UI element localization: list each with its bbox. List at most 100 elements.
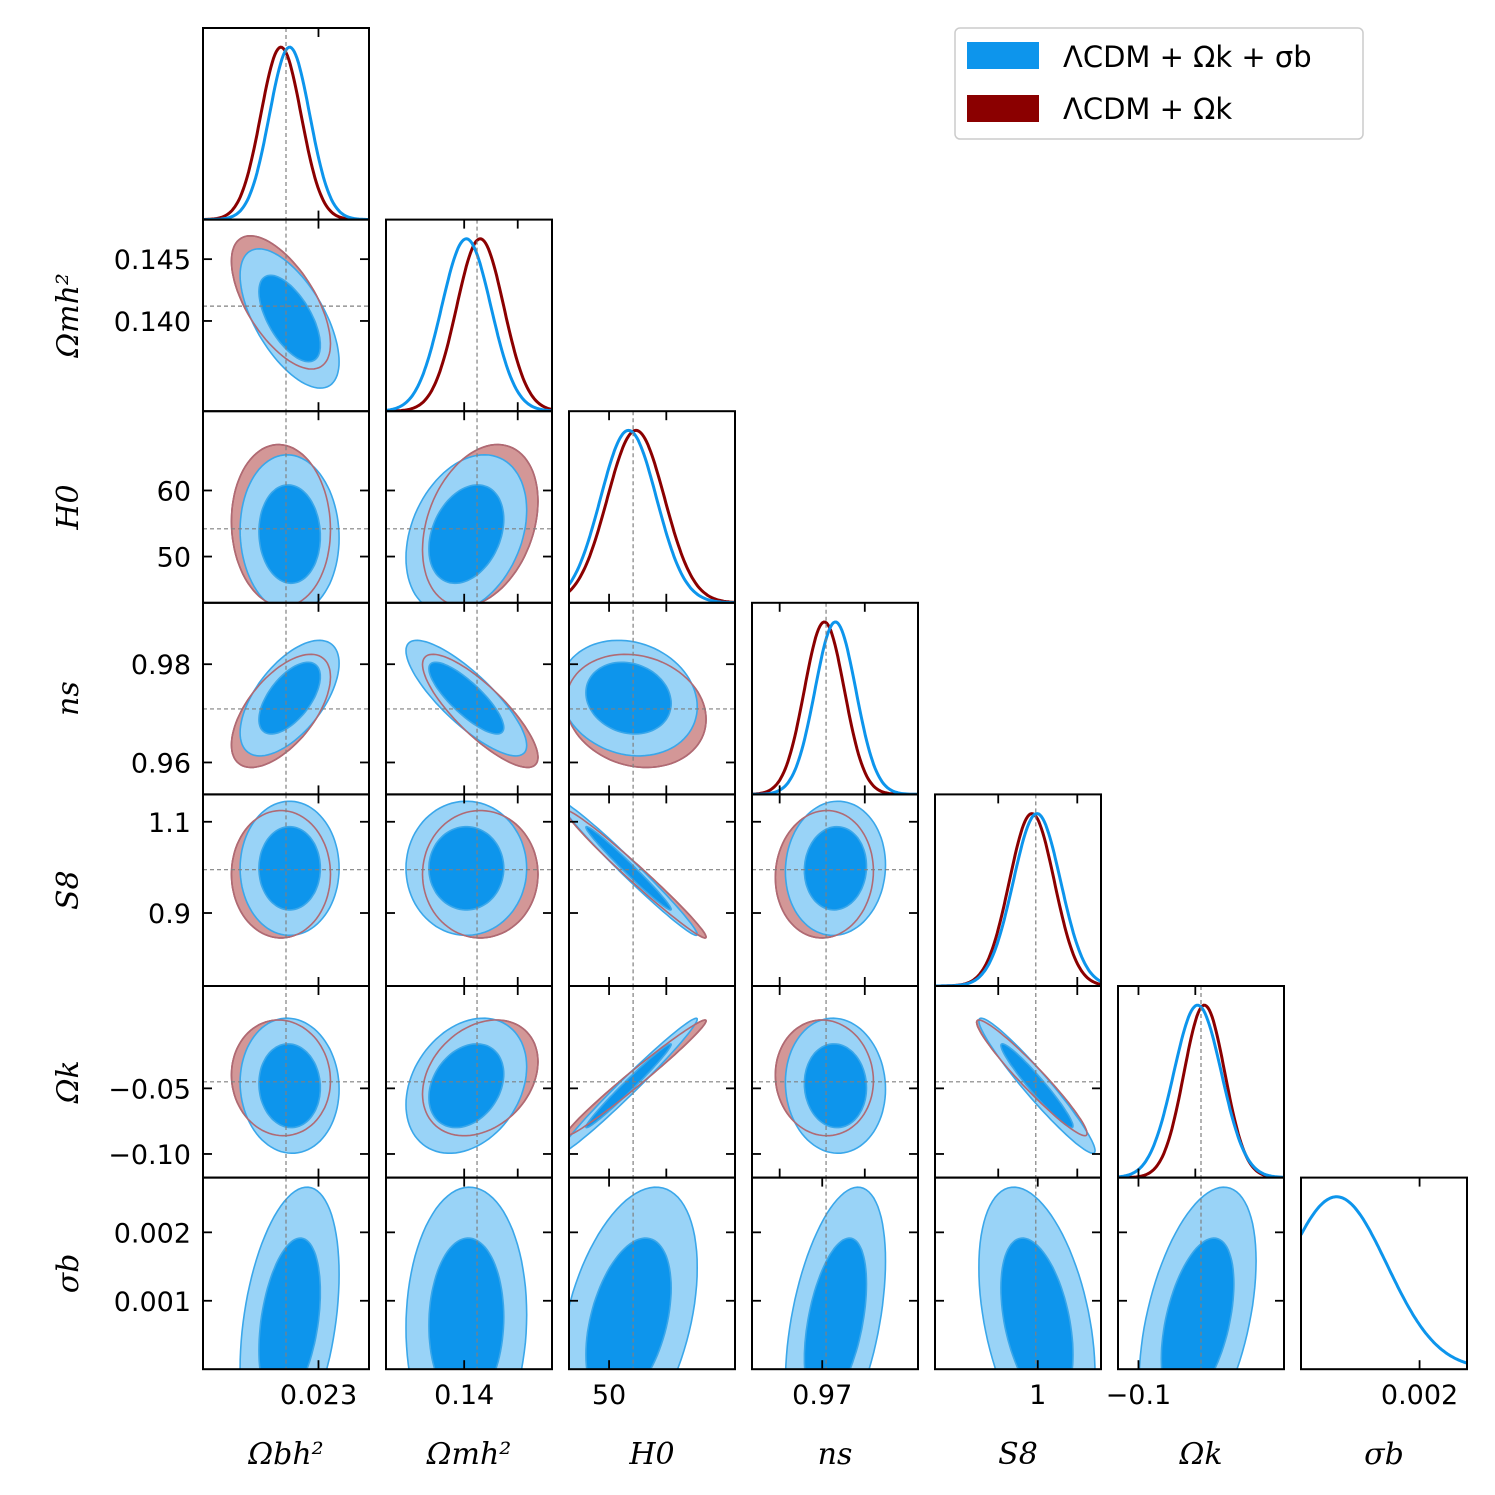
panel-sigmab-omegak <box>1117 1176 1285 1371</box>
contour-sigmab-omegak-sigmab-model-68 <box>1160 1237 1235 1370</box>
panel-s8-omegab <box>202 793 370 988</box>
y-tick-label-h0: 50 <box>157 543 191 574</box>
contour-omegak-ns-sigmab-model-68 <box>803 1043 868 1129</box>
marginal-curve-sigmab-sigmab-model <box>1301 1195 1467 1365</box>
panel-frame <box>934 1176 1102 1371</box>
contour-outline-s8-omegam-base-model <box>421 809 539 939</box>
panel-h0-omegam <box>385 410 553 604</box>
contour-omegak-omegab-sigmab-model-68 <box>258 1043 322 1129</box>
panel-omegak-s8 <box>934 985 1102 1179</box>
marginal-curve-s8-base-model <box>935 812 1101 987</box>
contour-outline-ns-omegam-base-model <box>421 653 539 769</box>
contour-s8-ns-sigmab-model-68 <box>803 825 868 911</box>
contour-outline-ns-h0-base-model <box>569 653 707 769</box>
y-tick-label-h0: 60 <box>157 476 191 507</box>
contour-omegam-omegab-sigmab-model-68 <box>258 274 322 363</box>
y-tick-label-sigmab: 0.002 <box>114 1218 191 1249</box>
panel-frame <box>751 1176 919 1371</box>
panel-frame <box>568 410 736 604</box>
x-tick-label-sigmab: 0.002 <box>1381 1380 1458 1411</box>
y-tick-label-ns: 0.96 <box>131 748 191 779</box>
y-tick-label-ns: 0.98 <box>131 650 191 681</box>
panel-ns-h0 <box>568 601 736 796</box>
panel-omegam-omegab <box>202 218 370 413</box>
panel-frame <box>1300 1176 1468 1371</box>
contour-s8-omegam-sigmab-model-68 <box>428 825 505 911</box>
y-tick-label-omegak: −0.10 <box>108 1140 191 1171</box>
panel-s8-h0 <box>568 793 736 988</box>
x-tick-label-h0: 50 <box>592 1380 626 1411</box>
contour-outline-omegak-ns-base-model <box>774 1019 875 1137</box>
x-axis-label-ns: ns <box>818 1437 853 1472</box>
x-tick-label-omegab: 0.023 <box>280 1380 357 1411</box>
panel-sigmab-omegab <box>202 1176 370 1371</box>
contour-sigmab-s8-sigmab-model-68 <box>1000 1237 1074 1370</box>
panel-frame <box>385 1176 553 1371</box>
x-axis-label-omegam: Ωmh² <box>426 1437 512 1472</box>
contour-outline-omegak-omegab-base-model <box>230 1019 332 1137</box>
contour-sigmab-omegam-sigmab-model-68 <box>428 1237 505 1370</box>
contour-outline-h0-omegab-base-model <box>230 443 332 603</box>
panel-h0-h0 <box>568 410 736 604</box>
marginal-curve-omegam-sigmab-model <box>386 237 552 412</box>
legend-entry-sigmab: ΛCDM + Ωk + σb <box>1063 40 1312 74</box>
y-axis-label-ns: ns <box>51 681 86 716</box>
y-tick-label-omegam: 0.145 <box>114 245 191 276</box>
marginal-curve-h0-base-model <box>569 428 735 603</box>
legend-entry-base: ΛCDM + Ωk <box>1063 92 1232 126</box>
panel-omegak-omegab <box>202 985 370 1179</box>
x-tick-label-omegak: −0.1 <box>1106 1380 1172 1411</box>
contour-h0-omegab-sigmab-model-68 <box>258 484 322 585</box>
contour-outline-omegam-omegab-base-model <box>230 234 332 370</box>
panel-s8-ns <box>751 793 919 988</box>
panel-omegak-ns <box>751 985 919 1179</box>
contour-outline-ns-omegab-base-model <box>230 653 332 769</box>
x-tick-label-s8: 1 <box>1029 1380 1046 1411</box>
y-axis-label-s8: S8 <box>51 870 86 910</box>
panel-s8-s8 <box>934 793 1102 988</box>
x-axis-label-omegak: Ωk <box>1178 1437 1222 1472</box>
y-tick-label-omegam: 0.140 <box>114 307 191 338</box>
contour-outline-omegak-h0-base-model <box>569 1019 707 1137</box>
legend-swatch-base <box>967 95 1039 122</box>
marginal-curve-s8-sigmab-model <box>935 812 1101 987</box>
contour-s8-omegab-sigmab-model-68 <box>258 825 322 911</box>
x-axis-label-h0: H0 <box>628 1437 674 1472</box>
y-tick-label-s8: 1.1 <box>148 808 191 839</box>
x-tick-label-ns: 0.97 <box>792 1380 852 1411</box>
panel-sigmab-omegam <box>385 1176 553 1371</box>
contour-s8-h0-sigmab-model-68 <box>585 825 673 911</box>
contour-outline-s8-h0-base-model <box>569 810 707 939</box>
x-axis-label-omegab: Ωbh² <box>247 1437 323 1472</box>
panel-ns-ns <box>751 601 919 796</box>
contour-outline-omegak-omegam-base-model <box>421 1019 539 1137</box>
contour-omegak-s8-sigmab-model-68 <box>1000 1042 1074 1129</box>
panel-ns-omegab <box>202 601 370 796</box>
y-axis-label-omegam: Ωmh² <box>51 273 86 359</box>
y-axis-label-sigmab: σb <box>51 1254 86 1294</box>
panel-frame <box>568 1176 736 1371</box>
contour-ns-h0-sigmab-model-68 <box>585 661 673 735</box>
contour-sigmab-h0-sigmab-model-68 <box>585 1237 673 1370</box>
contour-omegak-h0-sigmab-model-68 <box>585 1043 673 1129</box>
panel-sigmab-h0 <box>568 1176 736 1371</box>
marginal-curve-ns-base-model <box>752 620 918 795</box>
panel-frame <box>385 218 553 413</box>
contour-outline-s8-ns-base-model <box>774 809 875 939</box>
y-axis-label-omegak: Ωk <box>51 1060 86 1104</box>
panel-omegam-omegam <box>385 218 553 413</box>
legend: ΛCDM + Ωk + σb ΛCDM + Ωk <box>954 27 1364 140</box>
panel-sigmab-ns <box>751 1176 919 1371</box>
y-tick-label-s8: 0.9 <box>148 899 191 930</box>
contour-ns-omegab-sigmab-model-68 <box>258 661 322 735</box>
contour-omegak-omegam-sigmab-model-68 <box>428 1043 505 1129</box>
panel-omegak-h0 <box>568 985 736 1179</box>
contour-outline-s8-omegab-base-model <box>230 809 332 939</box>
panel-omegak-omegam <box>385 985 553 1179</box>
panel-frame <box>1117 1176 1285 1371</box>
contour-ns-omegam-sigmab-model-68 <box>428 661 505 735</box>
legend-swatch-sigmab <box>967 42 1039 69</box>
contour-outline-h0-omegam-base-model <box>421 443 539 603</box>
panel-frame <box>202 1176 370 1371</box>
